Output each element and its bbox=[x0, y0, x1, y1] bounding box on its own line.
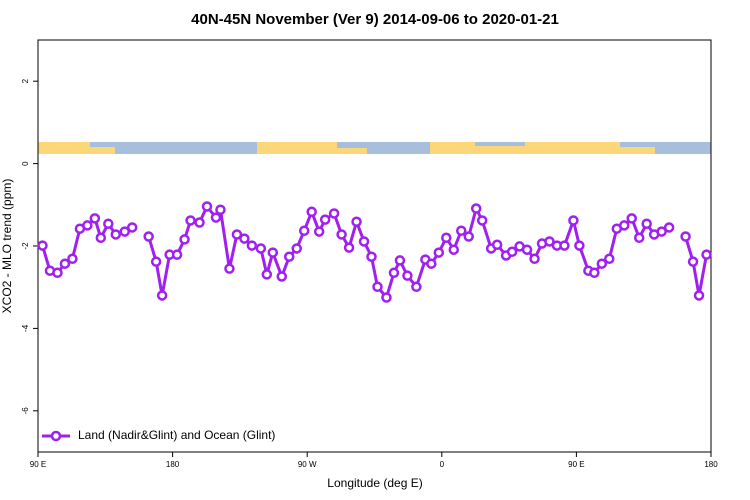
data-point bbox=[476, 215, 488, 226]
series-line bbox=[147, 203, 670, 301]
data-point bbox=[402, 270, 413, 281]
data-point bbox=[589, 267, 600, 279]
data-point bbox=[52, 267, 63, 279]
data-point bbox=[103, 218, 114, 230]
data-point bbox=[680, 231, 691, 242]
data-point bbox=[231, 229, 243, 240]
data-point bbox=[426, 258, 437, 269]
land-ocean-band bbox=[38, 142, 711, 154]
data-point bbox=[150, 256, 162, 267]
data-point bbox=[215, 204, 226, 215]
data-point bbox=[506, 246, 518, 258]
data-point bbox=[656, 226, 667, 237]
data-point bbox=[67, 253, 78, 265]
data-point bbox=[171, 249, 183, 260]
data-point bbox=[284, 251, 295, 262]
y-axis-label: XCO2 - MLO trend (ppm) bbox=[0, 179, 14, 314]
data-point bbox=[619, 220, 630, 231]
data-point bbox=[358, 236, 370, 247]
data-point bbox=[298, 225, 310, 237]
data-point bbox=[701, 249, 712, 260]
x-axis-label: Longitude (deg E) bbox=[327, 476, 422, 490]
data-point bbox=[693, 290, 705, 301]
data-point bbox=[336, 229, 347, 240]
data-point bbox=[633, 232, 645, 244]
y-tick-label: 2 bbox=[21, 78, 30, 83]
data-point bbox=[261, 269, 273, 280]
legend-label: Land (Nadir&Glint) and Ocean (Glint) bbox=[78, 428, 275, 442]
data-point bbox=[224, 263, 235, 274]
data-point bbox=[433, 247, 445, 258]
x-tick-label: 0 bbox=[440, 460, 445, 469]
data-point bbox=[119, 226, 130, 237]
x-tick-label: 90 E bbox=[568, 460, 584, 469]
data-point bbox=[411, 281, 422, 293]
data-point bbox=[372, 281, 383, 293]
data-point bbox=[604, 253, 615, 265]
legend-marker bbox=[50, 430, 62, 442]
data-point bbox=[529, 253, 540, 265]
data-point bbox=[366, 251, 377, 262]
x-tick-label: 180 bbox=[166, 460, 180, 469]
x-tick-label: 180 bbox=[704, 460, 718, 469]
data-point bbox=[37, 240, 48, 251]
data-point bbox=[59, 258, 71, 269]
data-point bbox=[394, 255, 406, 266]
data-point bbox=[463, 231, 474, 242]
data-point bbox=[343, 242, 355, 253]
data-point bbox=[455, 225, 467, 237]
data-point bbox=[126, 222, 138, 233]
data-point bbox=[246, 240, 258, 251]
data-point bbox=[388, 267, 400, 279]
data-point bbox=[574, 240, 585, 251]
data-point bbox=[319, 214, 331, 225]
chart-title: 40N-45N November (Ver 9) 2014-09-06 to 2… bbox=[191, 11, 559, 28]
data-point bbox=[544, 236, 555, 247]
y-tick-label: 0 bbox=[21, 161, 30, 166]
y-tick-label: -4 bbox=[21, 324, 30, 332]
data-point bbox=[687, 256, 699, 267]
data-point bbox=[313, 226, 325, 237]
y-tick-label: -2 bbox=[21, 242, 30, 250]
data-point bbox=[267, 247, 279, 258]
y-tick-label: -6 bbox=[21, 407, 30, 415]
data-point bbox=[194, 217, 205, 228]
series-line bbox=[684, 236, 708, 296]
data-point bbox=[559, 240, 570, 251]
data-point bbox=[156, 290, 168, 301]
data-point bbox=[143, 231, 154, 242]
data-point bbox=[306, 206, 317, 218]
data-point bbox=[291, 243, 302, 254]
data-point bbox=[328, 208, 340, 219]
data-point bbox=[641, 218, 652, 230]
data-point bbox=[179, 234, 190, 245]
data-point bbox=[491, 239, 503, 251]
data-point bbox=[110, 229, 122, 240]
data-point bbox=[201, 201, 213, 212]
data-point bbox=[255, 243, 267, 254]
data-point bbox=[596, 258, 608, 269]
data-point bbox=[441, 232, 452, 244]
data-point bbox=[448, 244, 460, 255]
data-point bbox=[381, 292, 392, 303]
plot-frame bbox=[37, 39, 712, 453]
data-point bbox=[626, 213, 637, 224]
data-point bbox=[185, 215, 196, 226]
data-point bbox=[470, 203, 482, 214]
x-tick-label: 90 W bbox=[298, 460, 317, 469]
data-point bbox=[82, 220, 93, 231]
data-point bbox=[210, 212, 222, 223]
x-tick-label: 90 E bbox=[30, 460, 46, 469]
data-point bbox=[239, 233, 250, 244]
data-point bbox=[351, 216, 362, 227]
data-point bbox=[89, 213, 101, 224]
data-point bbox=[568, 215, 579, 226]
data-point bbox=[276, 271, 288, 282]
data-point bbox=[521, 244, 533, 255]
data-point bbox=[663, 222, 675, 233]
data-point bbox=[95, 232, 107, 244]
